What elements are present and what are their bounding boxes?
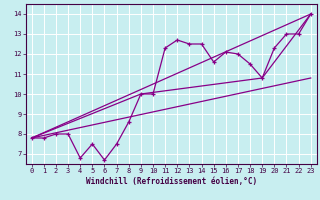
X-axis label: Windchill (Refroidissement éolien,°C): Windchill (Refroidissement éolien,°C): [86, 177, 257, 186]
